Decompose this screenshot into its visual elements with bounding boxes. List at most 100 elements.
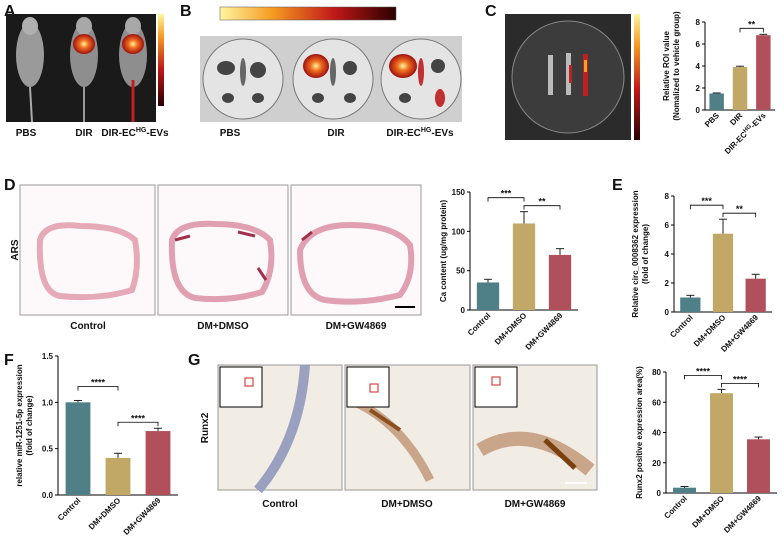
stain-label: Runx2 bbox=[200, 412, 211, 443]
significance-bracket bbox=[487, 197, 525, 202]
panel-letter: C bbox=[485, 3, 497, 20]
bar bbox=[105, 457, 131, 495]
image-label: DIR bbox=[327, 128, 345, 139]
imaging-b bbox=[200, 6, 462, 122]
x-tick-label: DM+DMSO bbox=[692, 313, 727, 348]
panel-letter: B bbox=[180, 3, 192, 20]
y-tick-label: 0 bbox=[665, 308, 670, 317]
panel-letter: D bbox=[4, 177, 16, 194]
x-tick-label: Control bbox=[466, 311, 492, 337]
x-tick-label: DM+DMSO bbox=[690, 494, 725, 529]
bar bbox=[476, 282, 500, 310]
bar bbox=[680, 297, 701, 312]
bar bbox=[548, 254, 572, 310]
significance-label: ** bbox=[538, 197, 546, 207]
x-tick-label: DM+GW4869 bbox=[122, 496, 163, 537]
y-tick-label: 0.5 bbox=[42, 445, 54, 454]
image-label: Control bbox=[70, 321, 106, 332]
histology-d bbox=[19, 184, 422, 316]
bar bbox=[65, 402, 91, 495]
y-tick-label: 150 bbox=[452, 188, 466, 197]
bar bbox=[709, 93, 724, 110]
stain-label: ARS bbox=[10, 239, 21, 260]
x-tick-label: DM+DMSO bbox=[87, 496, 122, 531]
y-tick-label: 2 bbox=[665, 279, 670, 288]
image-label: DIR bbox=[75, 128, 93, 139]
y-tick-label: 4 bbox=[665, 250, 670, 259]
y-tick-label: 8 bbox=[665, 192, 670, 201]
panel-letter: F bbox=[4, 352, 14, 369]
image-label: DM+GW4869 bbox=[505, 499, 566, 510]
x-tick-label: DM+GW4869 bbox=[524, 311, 565, 352]
x-tick-label: Control bbox=[668, 313, 694, 339]
y-tick-label: 0 bbox=[696, 106, 701, 115]
y-tick-label: 40 bbox=[652, 429, 661, 438]
y-axis-label: Relative circ_0008362 expression bbox=[631, 190, 640, 317]
y-axis-label: (Nomalized to vehicle group) bbox=[672, 11, 681, 121]
y-tick-label: 0 bbox=[461, 306, 466, 315]
image-label: DIR-ECHG-EVs bbox=[101, 127, 169, 139]
y-axis-label: (fold of change) bbox=[641, 224, 650, 284]
significance-bracket bbox=[684, 374, 722, 380]
y-axis-label: relative miR-1251-5p expression bbox=[15, 364, 24, 486]
y-axis-label: (fold of change) bbox=[25, 395, 34, 455]
y-tick-label: 2 bbox=[696, 84, 701, 93]
bar bbox=[712, 233, 734, 312]
image-label: DM+GW4869 bbox=[326, 321, 387, 332]
x-tick-label: PBS bbox=[703, 111, 721, 129]
bar bbox=[756, 35, 771, 111]
panel-letter: G bbox=[188, 352, 200, 369]
x-tick-label: Control bbox=[662, 494, 688, 520]
significance-label: ** bbox=[748, 19, 756, 29]
y-axis-label: Runx2 positive expression area(%) bbox=[635, 366, 644, 499]
imaging-a bbox=[6, 14, 164, 123]
image-label: DM+DMSO bbox=[381, 499, 433, 510]
significance-label: *** bbox=[701, 196, 712, 206]
histology-g bbox=[217, 364, 598, 494]
imaging-c bbox=[505, 14, 640, 140]
image-label: PBS bbox=[220, 128, 241, 139]
bar bbox=[145, 431, 171, 495]
bar bbox=[745, 278, 766, 312]
significance-label: *** bbox=[501, 189, 512, 199]
y-tick-label: 4 bbox=[696, 62, 701, 71]
y-axis-label: Ca content (ug/mg protein) bbox=[439, 200, 448, 303]
y-tick-label: 6 bbox=[665, 221, 670, 230]
significance-label: **** bbox=[696, 366, 711, 376]
significance-label: ** bbox=[736, 204, 744, 214]
bar bbox=[710, 393, 733, 493]
bar bbox=[747, 439, 770, 493]
significance-bracket bbox=[117, 421, 159, 427]
significance-bracket bbox=[722, 212, 757, 218]
x-tick-label: DIR-ECHG-EVs bbox=[723, 111, 768, 156]
panel-letter: E bbox=[612, 177, 623, 194]
significance-bracket bbox=[721, 382, 759, 388]
image-label: DM+DMSO bbox=[197, 321, 249, 332]
x-tick-label: DM+DMSO bbox=[493, 311, 528, 346]
y-tick-label: 100 bbox=[452, 227, 466, 236]
significance-bracket bbox=[523, 205, 561, 210]
x-tick-label-part: -EVs bbox=[749, 111, 768, 130]
x-tick-label: DM+GW4869 bbox=[722, 494, 763, 535]
bar bbox=[732, 67, 748, 110]
x-tick-label: DIR bbox=[728, 111, 744, 127]
y-tick-label: 0.0 bbox=[42, 491, 54, 500]
y-tick-label: 1.0 bbox=[42, 398, 54, 407]
significance-label: **** bbox=[131, 413, 146, 423]
bar bbox=[512, 223, 536, 310]
significance-label: **** bbox=[91, 377, 106, 387]
image-label: PBS bbox=[16, 128, 37, 139]
y-tick-label: 1.5 bbox=[42, 352, 54, 361]
x-tick-label-part: HG bbox=[742, 123, 753, 134]
y-tick-label: 8 bbox=[696, 18, 701, 27]
x-tick-label: Control bbox=[56, 496, 82, 522]
image-label: DIR-ECHG-EVs bbox=[386, 127, 454, 139]
y-tick-label: 60 bbox=[652, 398, 661, 407]
bar bbox=[673, 487, 696, 493]
y-tick-label: 80 bbox=[652, 368, 661, 377]
image-label: Control bbox=[262, 499, 298, 510]
significance-bracket bbox=[689, 204, 724, 210]
y-tick-label: 6 bbox=[696, 40, 701, 49]
